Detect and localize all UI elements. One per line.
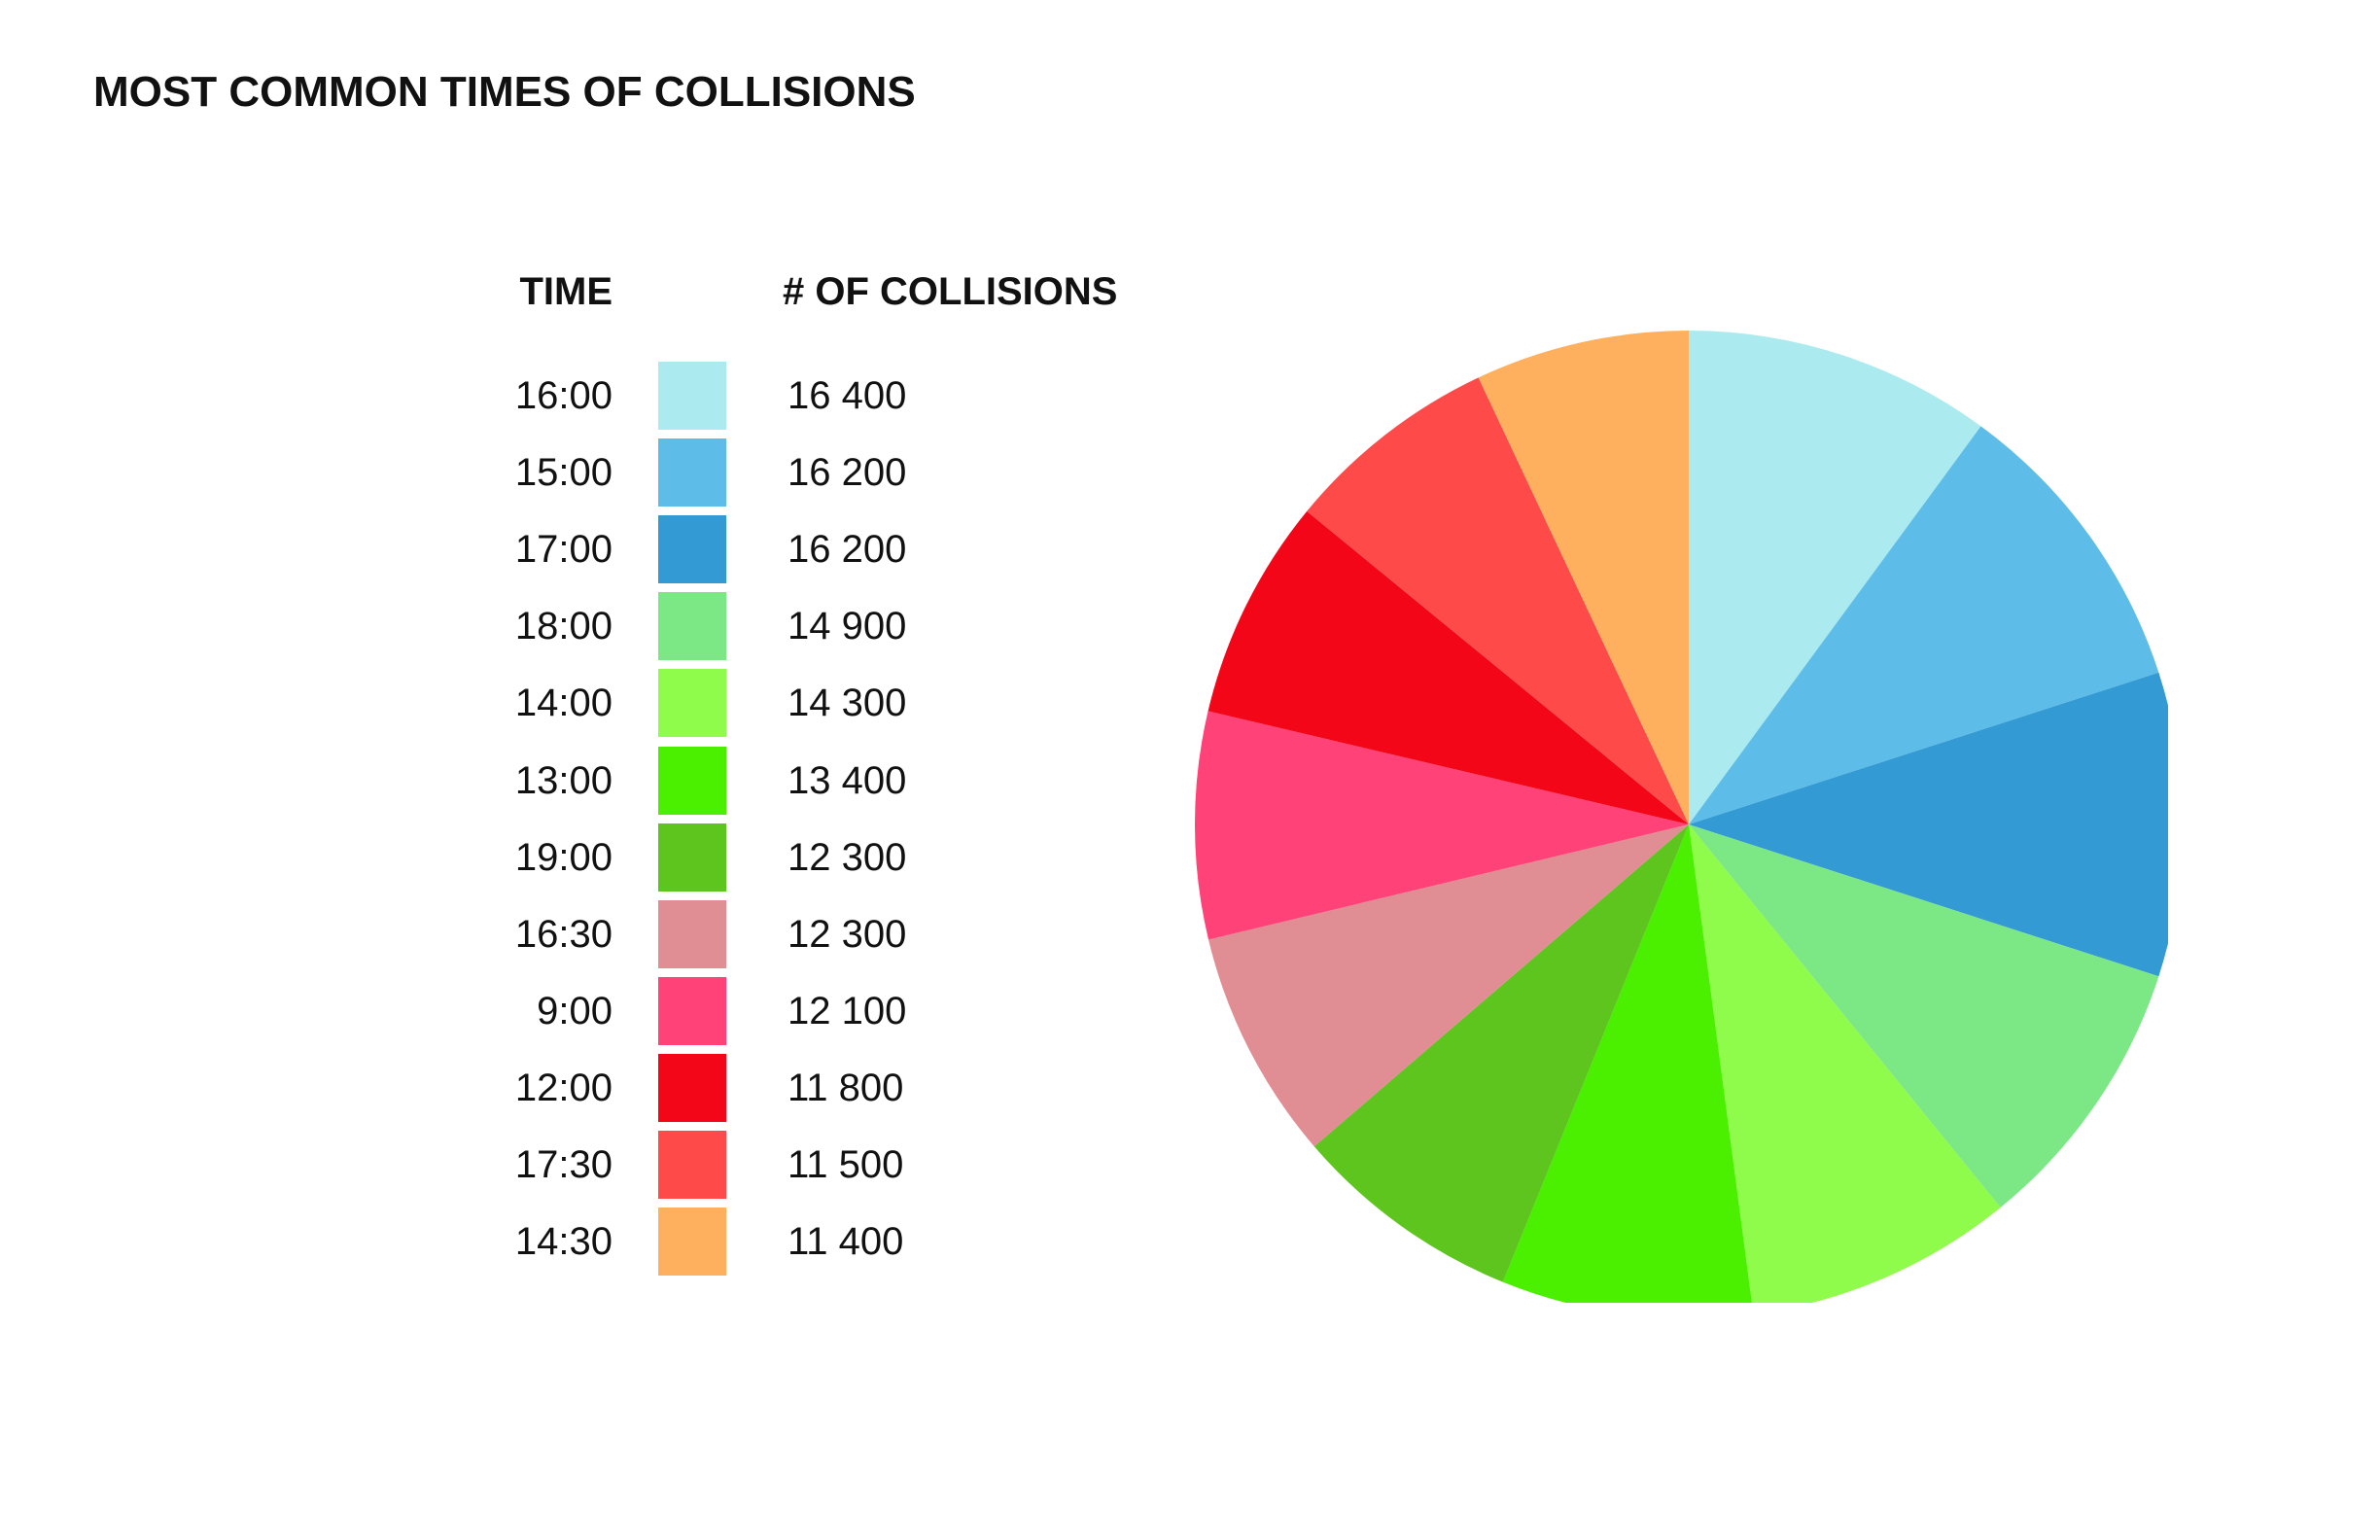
legend-row: 15:00 16 200	[0, 438, 1167, 508]
legend-row: 17:30 11 500	[0, 1131, 1167, 1199]
legend-time-label: 17:00	[514, 528, 612, 572]
legend-swatch	[658, 746, 726, 815]
legend-time-label: 15:00	[514, 451, 612, 495]
legend-swatch	[658, 1053, 726, 1122]
legend-time-label: 13:00	[514, 758, 612, 802]
pie-slice-1500	[1689, 426, 2159, 824]
legend-row: 16:00 16 400	[0, 362, 1167, 430]
pie-slice-1630	[1208, 824, 1689, 1147]
legend-time-label: 9:00	[537, 989, 612, 1032]
pie-slice-1200	[1208, 510, 1689, 824]
legend-value-label: 12 300	[788, 912, 907, 956]
legend-value-label: 16 200	[788, 528, 907, 572]
legend-value-label: 11 800	[788, 1066, 904, 1109]
pie-slice-1600	[1689, 331, 1981, 824]
legend-swatch	[658, 976, 726, 1045]
legend-time-label: 18:00	[514, 605, 612, 648]
pie-slice-1300	[1502, 824, 1752, 1303]
legend-value-label: 11 400	[788, 1220, 904, 1264]
legend-value-label: 12 300	[788, 835, 907, 879]
chart-legend: 16:00 16 400 15:00 16 200 17:00 16 200 18:00 14…	[0, 0, 1167, 1361]
legend-row: 14:30 11 400	[0, 1208, 1167, 1277]
legend-value-label: 16 400	[788, 374, 907, 417]
legend-swatch	[658, 438, 726, 508]
legend-value-label: 13 400	[788, 758, 907, 802]
legend-value-label: 12 100	[788, 989, 907, 1032]
legend-time-label: 16:00	[514, 374, 612, 417]
legend-row: 14:00 14 300	[0, 669, 1167, 738]
legend-count-header: # OF COLLISIONS	[783, 270, 1118, 313]
pie-slice-1430	[1478, 331, 1689, 824]
pie-slice-1900	[1313, 824, 1689, 1282]
legend-row: 19:00 12 300	[0, 822, 1167, 892]
legend-swatch	[658, 592, 726, 661]
pie-slice-900	[1194, 711, 1689, 940]
legend-swatch	[658, 899, 726, 968]
legend-time-label: 14:30	[514, 1220, 612, 1264]
legend-swatch	[658, 669, 726, 738]
chart-title: MOST COMMON TIMES OF COLLISIONS	[93, 68, 916, 116]
legend-time-label: 16:30	[514, 912, 612, 956]
legend-time-label: 17:30	[514, 1143, 612, 1186]
legend-time-label: 14:00	[514, 682, 612, 725]
legend-row: 13:00 13 400	[0, 746, 1167, 815]
legend-value-label: 14 900	[788, 605, 907, 648]
legend-value-label: 14 300	[788, 682, 907, 725]
pie-slice-1700	[1689, 672, 2168, 977]
legend-swatch	[658, 822, 726, 892]
legend-row: 16:30 12 300	[0, 899, 1167, 968]
pie-slice-1730	[1307, 377, 1689, 824]
legend-value-label: 16 200	[788, 451, 907, 495]
legend-swatch	[658, 1131, 726, 1199]
legend-time-header: TIME	[519, 270, 612, 313]
legend-row: 9:00 12 100	[0, 976, 1167, 1045]
legend-swatch	[658, 362, 726, 430]
legend-row: 18:00 14 900	[0, 592, 1167, 661]
legend-time-label: 19:00	[514, 835, 612, 879]
legend-swatch	[658, 1208, 726, 1277]
legend-row: 12:00 11 800	[0, 1053, 1167, 1122]
pie-slice-1800	[1689, 824, 2159, 1208]
legend-swatch	[658, 515, 726, 584]
legend-row: 17:00 16 200	[0, 515, 1167, 584]
pie-slice-1400	[1689, 824, 2001, 1303]
pie-chart	[1194, 331, 2168, 1303]
legend-time-label: 12:00	[514, 1066, 612, 1109]
legend-value-label: 11 500	[788, 1143, 904, 1186]
